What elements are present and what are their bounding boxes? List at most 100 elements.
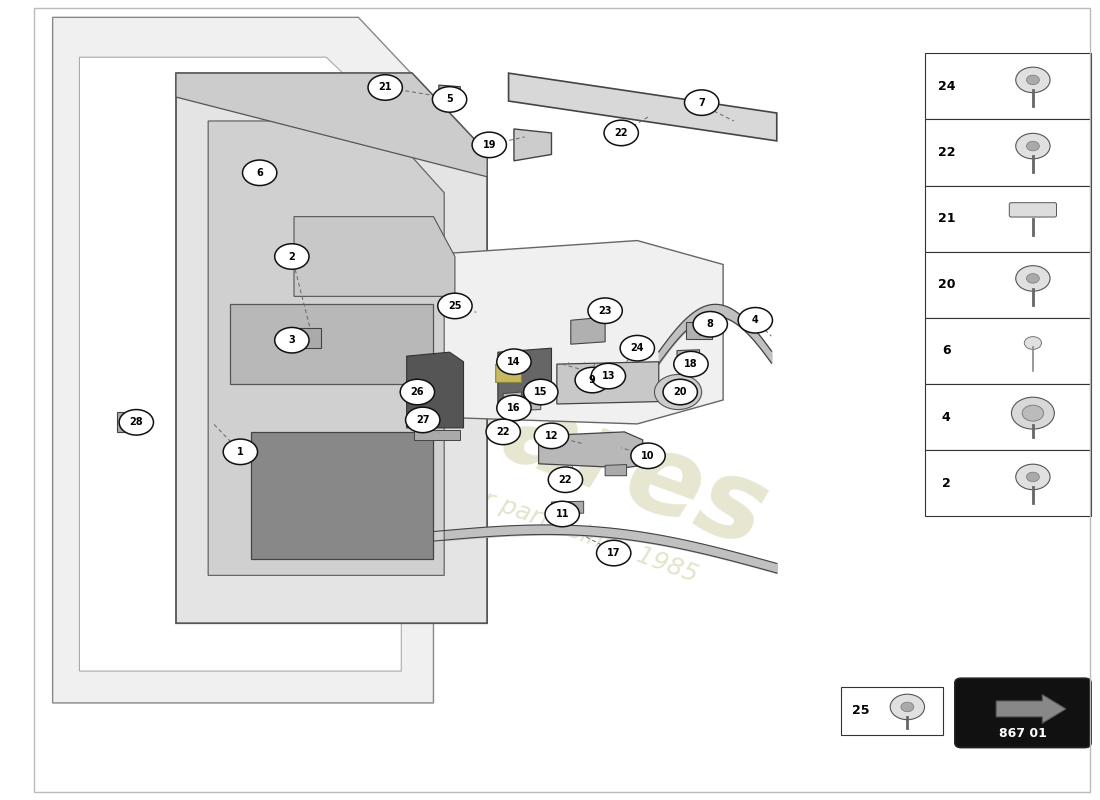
Text: 24: 24 xyxy=(937,80,955,93)
Circle shape xyxy=(1026,472,1039,482)
Circle shape xyxy=(1024,337,1042,350)
Text: 21: 21 xyxy=(937,212,955,225)
Polygon shape xyxy=(53,18,433,703)
FancyBboxPatch shape xyxy=(925,318,1091,384)
Polygon shape xyxy=(251,432,433,559)
Circle shape xyxy=(497,395,531,421)
Text: 25: 25 xyxy=(851,705,869,718)
Text: eurospares: eurospares xyxy=(85,230,782,570)
Text: 20: 20 xyxy=(937,278,955,291)
Polygon shape xyxy=(571,317,605,344)
Polygon shape xyxy=(685,322,713,338)
Text: 15: 15 xyxy=(534,387,548,397)
Circle shape xyxy=(1026,274,1039,283)
Polygon shape xyxy=(517,396,541,410)
Polygon shape xyxy=(605,465,627,476)
Polygon shape xyxy=(299,328,321,348)
Polygon shape xyxy=(508,73,777,141)
Circle shape xyxy=(1015,464,1050,490)
Text: 12: 12 xyxy=(544,431,558,441)
Text: 2: 2 xyxy=(942,477,950,490)
FancyBboxPatch shape xyxy=(925,186,1091,252)
Circle shape xyxy=(1011,398,1055,429)
Polygon shape xyxy=(208,121,444,575)
Text: 27: 27 xyxy=(416,415,429,425)
Text: 6: 6 xyxy=(942,345,950,358)
Circle shape xyxy=(524,379,558,405)
Circle shape xyxy=(368,74,403,100)
Text: 16: 16 xyxy=(507,403,520,413)
Text: 2: 2 xyxy=(288,251,295,262)
Circle shape xyxy=(242,160,277,186)
Circle shape xyxy=(591,363,626,389)
Circle shape xyxy=(400,379,434,405)
Text: 18: 18 xyxy=(684,359,697,369)
Text: 22: 22 xyxy=(937,146,955,159)
Polygon shape xyxy=(676,350,700,364)
Circle shape xyxy=(535,423,569,449)
Circle shape xyxy=(901,702,914,712)
Polygon shape xyxy=(557,362,659,404)
FancyBboxPatch shape xyxy=(842,687,943,735)
FancyBboxPatch shape xyxy=(925,384,1091,450)
Circle shape xyxy=(275,327,309,353)
Text: 22: 22 xyxy=(496,427,510,437)
Circle shape xyxy=(1026,75,1039,85)
Circle shape xyxy=(620,335,654,361)
Text: 9: 9 xyxy=(588,375,595,385)
Polygon shape xyxy=(230,304,433,384)
Circle shape xyxy=(223,439,257,465)
Circle shape xyxy=(1026,142,1039,151)
Polygon shape xyxy=(496,362,521,382)
Text: 5: 5 xyxy=(447,94,453,105)
Circle shape xyxy=(684,90,718,115)
Circle shape xyxy=(472,132,506,158)
Text: 4: 4 xyxy=(942,410,950,424)
Text: 23: 23 xyxy=(598,306,612,316)
Polygon shape xyxy=(79,57,401,671)
Circle shape xyxy=(631,443,666,469)
Polygon shape xyxy=(294,217,455,296)
Circle shape xyxy=(674,351,708,377)
Circle shape xyxy=(663,379,697,405)
Polygon shape xyxy=(551,502,584,514)
Circle shape xyxy=(1015,67,1050,93)
Text: 20: 20 xyxy=(673,387,688,397)
FancyBboxPatch shape xyxy=(925,119,1091,186)
FancyBboxPatch shape xyxy=(925,252,1091,318)
Polygon shape xyxy=(498,348,551,404)
Text: 1: 1 xyxy=(236,447,244,457)
Polygon shape xyxy=(176,73,487,623)
Text: 3: 3 xyxy=(288,335,295,346)
Circle shape xyxy=(1022,405,1044,421)
FancyBboxPatch shape xyxy=(955,678,1091,747)
Polygon shape xyxy=(439,85,460,105)
Circle shape xyxy=(1015,266,1050,291)
Text: 22: 22 xyxy=(559,474,572,485)
Circle shape xyxy=(432,86,466,112)
Polygon shape xyxy=(402,241,723,424)
Text: 8: 8 xyxy=(707,319,714,330)
FancyBboxPatch shape xyxy=(925,450,1091,516)
Text: 26: 26 xyxy=(410,387,425,397)
Circle shape xyxy=(890,694,924,720)
Circle shape xyxy=(575,367,609,393)
Circle shape xyxy=(544,502,580,526)
Circle shape xyxy=(275,244,309,270)
Text: 7: 7 xyxy=(698,98,705,108)
Circle shape xyxy=(119,410,154,435)
FancyBboxPatch shape xyxy=(925,54,1091,119)
Circle shape xyxy=(438,293,472,318)
Circle shape xyxy=(588,298,623,323)
Circle shape xyxy=(738,307,772,333)
Text: 11: 11 xyxy=(556,509,569,519)
Polygon shape xyxy=(176,73,487,177)
Polygon shape xyxy=(997,694,1066,723)
Text: 24: 24 xyxy=(630,343,645,353)
Polygon shape xyxy=(503,392,521,408)
Polygon shape xyxy=(539,432,642,468)
Text: a passion for parts since 1985: a passion for parts since 1985 xyxy=(338,436,701,587)
Circle shape xyxy=(548,467,583,493)
Text: 22: 22 xyxy=(615,128,628,138)
Circle shape xyxy=(1015,134,1050,159)
